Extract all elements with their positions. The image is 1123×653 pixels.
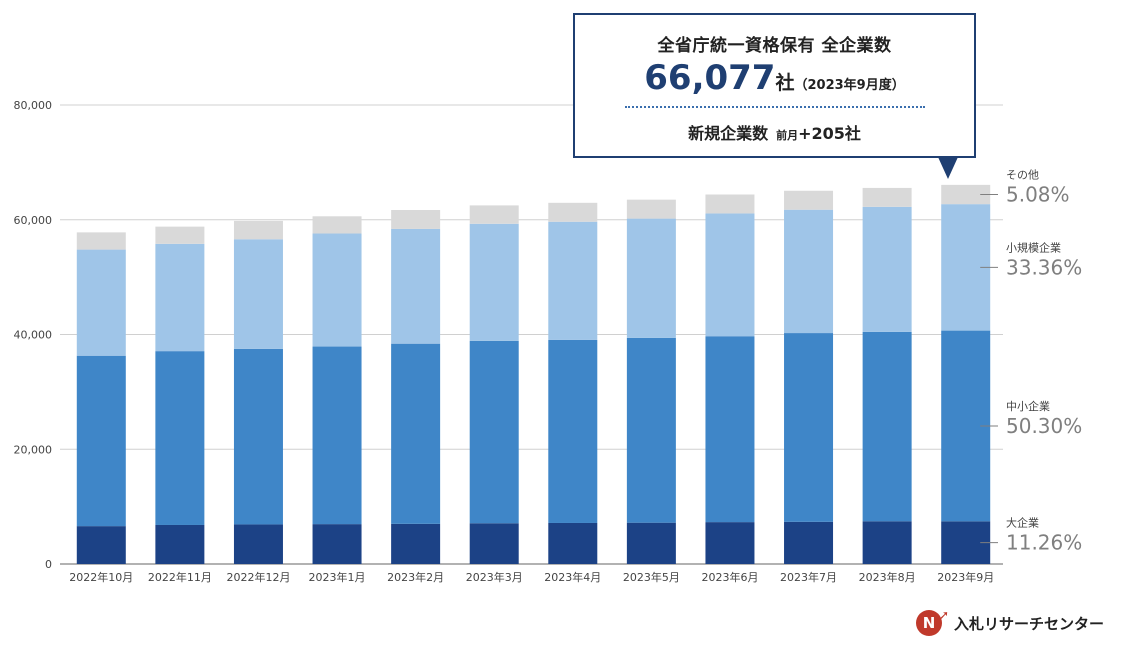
bar-segment	[469, 223, 519, 341]
bar-segment	[155, 243, 205, 352]
new-companies-prefix: 前月	[776, 129, 799, 142]
bar-segment	[469, 340, 519, 524]
new-companies-value: +205社	[798, 124, 861, 143]
total-companies-unit: 社	[775, 72, 795, 94]
bar-segment	[312, 216, 362, 234]
y-tick-label: 0	[45, 558, 52, 571]
logo-text: 入札リサーチセンター	[954, 614, 1105, 633]
bar-segment	[233, 220, 283, 240]
bar-segment	[705, 213, 755, 337]
bar-segment	[862, 206, 912, 332]
x-tick-label: 2022年10月	[69, 570, 133, 584]
segment-name-label: 大企業	[1006, 516, 1039, 530]
x-tick-label: 2023年3月	[466, 570, 523, 584]
bar-segment	[155, 226, 205, 244]
bar-segment	[233, 239, 283, 349]
y-tick-label: 60,000	[14, 214, 53, 227]
summary-callout: 全省庁統一資格保有 全企業数 66,077社（2023年9月度） 新規企業数 前月…	[573, 13, 976, 158]
segment-name-label: 小規模企業	[1006, 240, 1061, 254]
bar-segment	[548, 339, 598, 523]
new-companies-label: 新規企業数	[688, 124, 769, 143]
callout-divider	[624, 106, 925, 108]
bar-segment	[705, 194, 755, 214]
bar-segment	[548, 522, 598, 564]
logo-mark-icon: N ➚	[916, 608, 949, 636]
bar-segment	[391, 228, 441, 344]
bar-segment	[705, 522, 755, 564]
callout-title: 全省庁統一資格保有 全企業数	[657, 36, 892, 56]
bar-segment	[626, 522, 676, 564]
bar-segment	[233, 524, 283, 564]
bar-segment	[626, 218, 676, 338]
segment-percent-label: 5.08%	[1006, 183, 1070, 207]
bar-segment	[76, 232, 126, 250]
segment-name-label: その他	[1006, 169, 1039, 182]
callout-date: （2023年9月度）	[794, 78, 905, 93]
bar-segment	[784, 333, 834, 522]
bar-segment	[941, 184, 991, 205]
segment-percent-label: 50.30%	[1006, 414, 1082, 438]
segment-percent-label: 33.36%	[1006, 255, 1082, 279]
bar-segment	[76, 526, 126, 564]
bar-segment	[76, 355, 126, 527]
callout-total-row: 66,077社（2023年9月度）	[575, 58, 974, 98]
x-tick-label: 2022年11月	[148, 570, 212, 584]
y-tick-label: 20,000	[14, 443, 53, 456]
segment-name-label: 中小企業	[1006, 399, 1050, 413]
y-tick-label: 80,000	[14, 99, 53, 112]
bar-segment	[391, 343, 441, 524]
x-tick-label: 2023年6月	[701, 570, 758, 584]
callout-new-row: 新規企業数 前月+205社	[575, 120, 974, 144]
bar-segment	[705, 336, 755, 523]
bar-segment	[862, 187, 912, 207]
bar-segment	[548, 221, 598, 340]
bar-segment	[391, 523, 441, 564]
bar-segment	[784, 209, 834, 334]
x-tick-label: 2023年1月	[309, 570, 366, 584]
bar-segment	[862, 331, 912, 522]
segment-percent-label: 11.26%	[1006, 531, 1082, 555]
brand-logo: N ➚ 入札リサーチセンター	[916, 608, 1105, 636]
y-tick-label: 40,000	[14, 329, 53, 342]
bar-segment	[469, 523, 519, 564]
bar-segment	[233, 348, 283, 525]
logo-mark-letter: N	[922, 614, 936, 632]
bar-segment	[155, 524, 205, 564]
bar-segment	[784, 521, 834, 564]
bar-segment	[548, 202, 598, 222]
x-tick-label: 2023年5月	[623, 570, 680, 584]
bar-segment	[155, 351, 205, 525]
logo-arrow-icon: ➚	[938, 608, 949, 622]
x-tick-label: 2023年9月	[937, 570, 994, 584]
bar-segment	[312, 233, 362, 347]
bar-segment	[862, 521, 912, 564]
bar-segment	[312, 346, 362, 525]
x-tick-label: 2023年7月	[780, 570, 837, 584]
bar-segment	[626, 199, 676, 219]
bar-segment	[76, 249, 126, 356]
bar-segment	[626, 337, 676, 523]
callout-pointer	[938, 157, 958, 179]
x-tick-label: 2023年8月	[859, 570, 916, 584]
bar-segment	[469, 205, 519, 224]
x-tick-label: 2023年4月	[544, 570, 601, 584]
total-companies-value: 66,077	[644, 58, 776, 98]
bar-segment	[312, 524, 362, 564]
bar-segment	[391, 209, 441, 229]
x-tick-label: 2023年2月	[387, 570, 444, 584]
x-tick-label: 2022年12月	[226, 570, 290, 584]
bar-segment	[784, 190, 834, 210]
